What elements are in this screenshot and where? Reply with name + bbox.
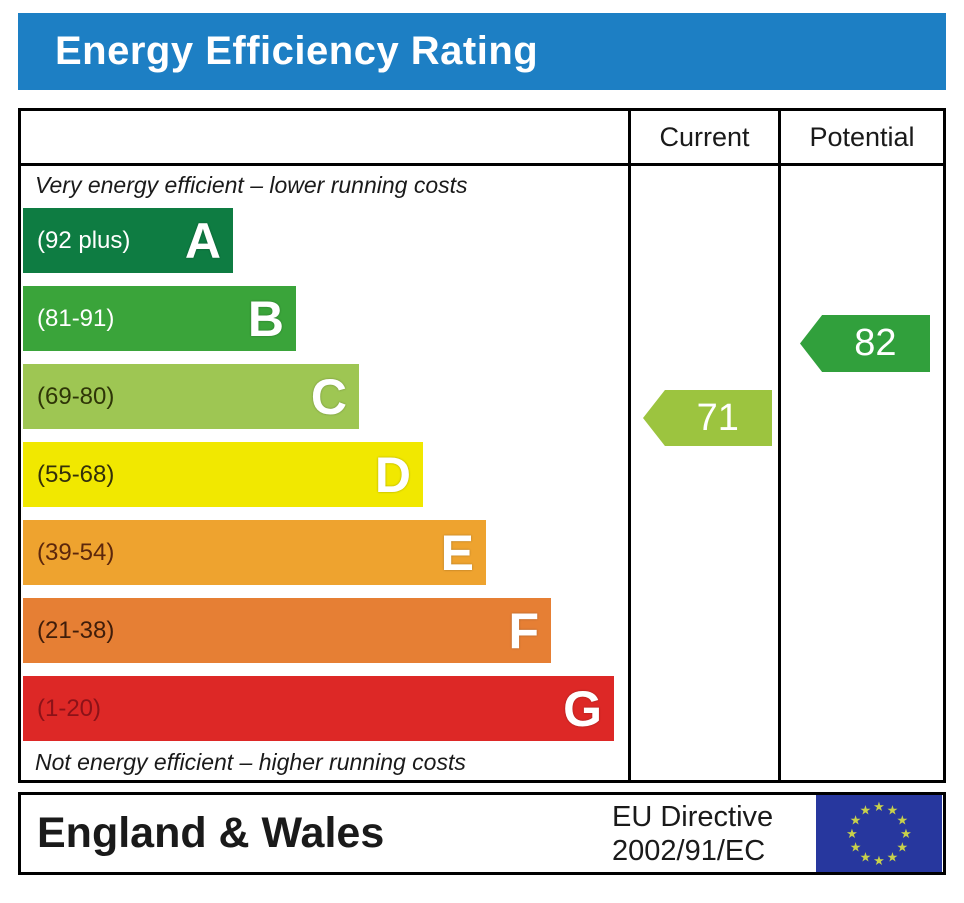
band-letter-e: E	[440, 524, 474, 581]
current-rating-arrow: 71	[643, 390, 772, 446]
band-range-label-f: (21-38)	[37, 616, 115, 644]
header-divider-line	[21, 163, 943, 166]
eu-directive-line2: 2002/91/EC	[612, 835, 766, 867]
band-letter-c: C	[310, 368, 347, 425]
band-row-e: (39-54) E	[23, 520, 486, 585]
band-row-c: (69-80) C	[23, 364, 359, 429]
band-row-a: (92 plus) A	[23, 208, 233, 273]
band-range-label-c: (69-80)	[37, 382, 115, 410]
bottom-note: Not energy efficient – higher running co…	[35, 749, 466, 775]
band-range-label-a: (92 plus)	[37, 226, 131, 254]
current-rating-value: 71	[696, 396, 739, 439]
band-range-label-e: (39-54)	[37, 538, 115, 566]
band-row-f: (21-38) F	[23, 598, 551, 663]
band-range-label-d: (55-68)	[37, 460, 115, 488]
eu-flag-icon	[816, 795, 942, 872]
band-range-label-g: (1-20)	[37, 694, 102, 722]
band-letter-d: D	[374, 446, 411, 503]
band-row-g: (1-20) G	[23, 676, 614, 741]
rating-table: Current Potential Very energy efficient …	[18, 108, 946, 783]
band-letter-a: A	[184, 212, 221, 269]
page-title: Energy Efficiency Rating	[55, 29, 539, 73]
band-letter-f: F	[508, 602, 539, 659]
top-note: Very energy efficient – lower running co…	[35, 172, 468, 198]
potential-rating-arrow: 82	[800, 315, 930, 372]
region-label: England & Wales	[37, 809, 385, 857]
potential-rating-value: 82	[854, 322, 897, 364]
eu-directive-label: EU Directive 2002/91/EC	[612, 800, 807, 868]
footer-bar: England & Wales EU Directive 2002/91/EC	[18, 792, 946, 875]
band-letter-b: B	[247, 290, 284, 347]
band-row-d: (55-68) D	[23, 442, 423, 507]
title-banner: Energy Efficiency Rating	[18, 13, 946, 90]
column-divider-potential	[778, 111, 781, 780]
band-range-label-b: (81-91)	[37, 304, 115, 332]
column-header-current: Current	[659, 121, 750, 152]
eu-directive-line1: EU Directive	[612, 801, 774, 833]
column-divider-current	[628, 111, 631, 780]
band-row-b: (81-91) B	[23, 286, 296, 351]
column-header-potential: Potential	[809, 121, 915, 152]
band-letter-g: G	[563, 680, 602, 737]
